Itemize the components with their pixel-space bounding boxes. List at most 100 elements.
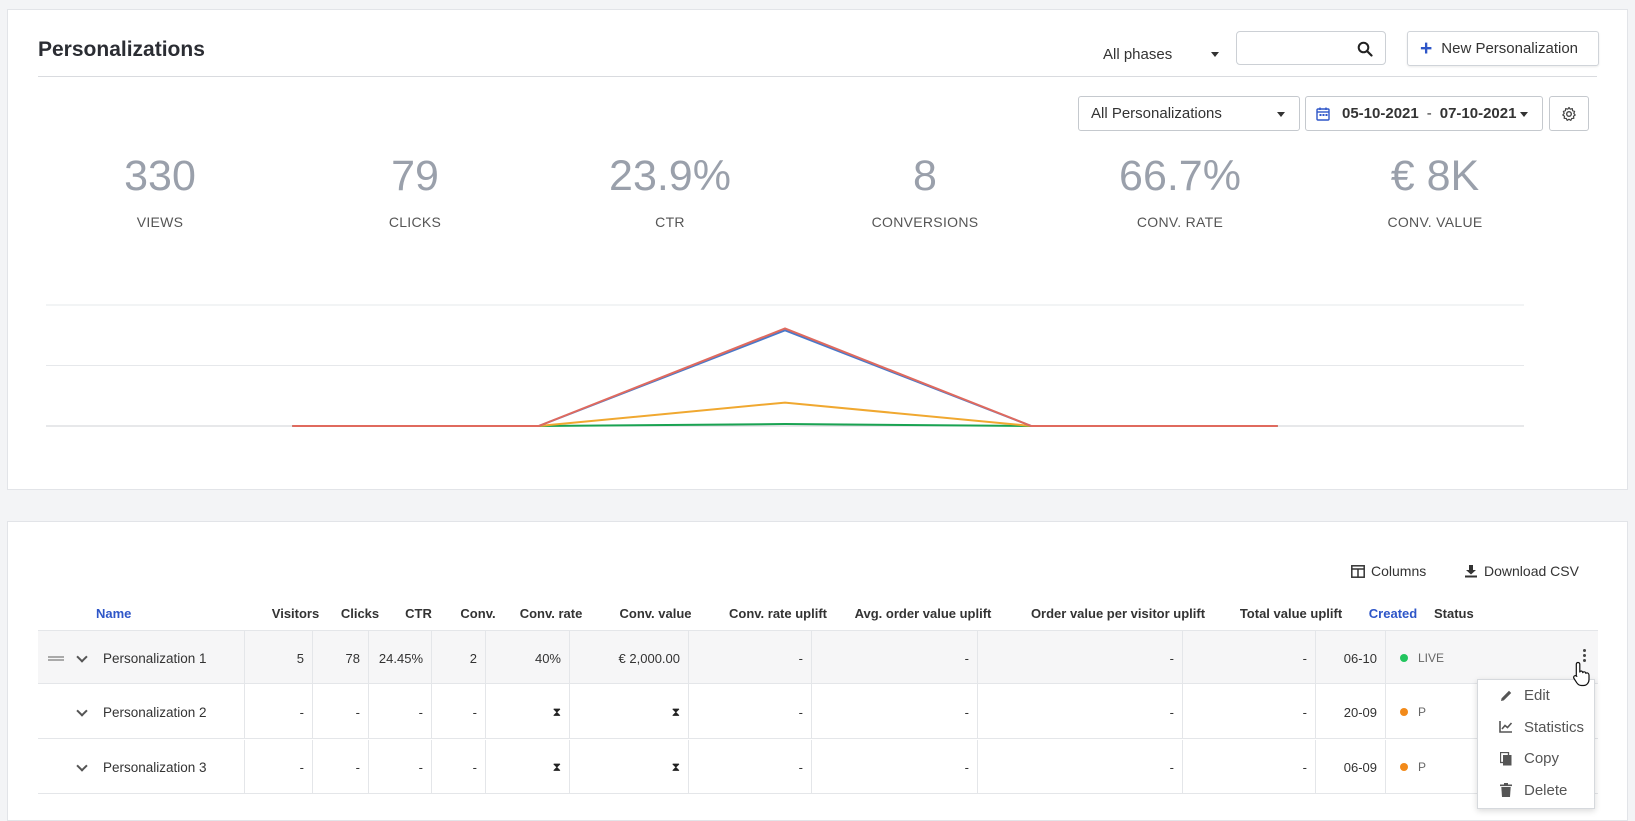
- personalization-name[interactable]: Personalization 1: [103, 650, 207, 666]
- table-row[interactable]: Personalization 3 - - - - ⧗ ⧗ - - - - 06…: [38, 740, 1598, 794]
- chart-series-line: [292, 401, 1278, 427]
- download-icon: [1465, 565, 1477, 578]
- status-badge: P: [1385, 685, 1598, 739]
- date-to: 07-10-2021: [1439, 105, 1517, 122]
- cell-conv: -: [431, 740, 485, 794]
- cell-ctr: -: [368, 685, 431, 739]
- kpi-label: CONV. RATE: [1136, 214, 1224, 230]
- column-header-visitors[interactable]: Visitors: [271, 606, 320, 621]
- column-header-created[interactable]: Created: [1368, 606, 1418, 621]
- cell-total-uplift: -: [1182, 631, 1315, 685]
- column-header-conv-rate-uplift[interactable]: Conv. rate uplift: [729, 606, 827, 621]
- cell-conv-rate-uplift: -: [688, 740, 811, 794]
- chart-series-line: [292, 327, 1278, 427]
- cell-conv: 2: [431, 631, 485, 685]
- column-header-conv-rate[interactable]: Conv. rate: [519, 606, 583, 621]
- search-input[interactable]: [1236, 31, 1386, 65]
- kpi-value: 79: [391, 152, 439, 200]
- columns-button[interactable]: Columns: [1351, 563, 1426, 579]
- personalizations-table-card: Columns Download CSV Name Visitors Click…: [7, 521, 1628, 821]
- phase-filter-select[interactable]: All phases: [1093, 38, 1223, 70]
- column-header-ctr[interactable]: CTR: [405, 606, 432, 621]
- date-separator: -: [1426, 105, 1432, 122]
- cell-conv-value: € 2,000.00: [569, 631, 688, 685]
- status-label: P: [1418, 760, 1427, 774]
- table-row[interactable]: Personalization 1 5 78 24.45% 2 40% € 2,…: [38, 630, 1598, 685]
- copy-icon: [1498, 751, 1514, 766]
- cell-ctr: -: [368, 740, 431, 794]
- cell-ovpv-uplift: -: [977, 740, 1182, 794]
- column-header-conv-value[interactable]: Conv. value: [619, 606, 692, 621]
- trash-icon: [1498, 783, 1514, 798]
- phase-filter-value: All phases: [1103, 45, 1173, 63]
- cell-clicks: -: [312, 685, 368, 739]
- page-title: Personalizations: [38, 38, 205, 61]
- calendar-icon: [1316, 107, 1330, 121]
- search-icon: [1357, 41, 1373, 57]
- kpi-value: € 8K: [1390, 152, 1480, 200]
- table-row[interactable]: Personalization 2 - - - - ⧗ ⧗ - - - - 20…: [38, 685, 1598, 739]
- menu-item-label: Delete: [1524, 781, 1568, 799]
- cell-conv: -: [431, 685, 485, 739]
- cell-ovpv-uplift: -: [977, 685, 1182, 739]
- hourglass-icon: ⧗: [485, 740, 569, 794]
- menu-item-delete[interactable]: Delete: [1478, 775, 1594, 807]
- cell-created: 06-10: [1315, 631, 1385, 685]
- column-header-ovpv-uplift[interactable]: Order value per visitor uplift: [1030, 606, 1206, 621]
- settings-button[interactable]: [1549, 96, 1589, 131]
- column-header-status[interactable]: Status: [1434, 606, 1474, 621]
- menu-item-label: Statistics: [1524, 718, 1585, 736]
- cell-total-uplift: -: [1182, 740, 1315, 794]
- columns-label: Columns: [1371, 563, 1427, 579]
- chevron-down-icon[interactable]: [76, 651, 88, 663]
- personalization-filter-select[interactable]: All Personalizations: [1078, 96, 1300, 131]
- kpi-label: CONV. VALUE: [1387, 214, 1483, 230]
- column-header-clicks[interactable]: Clicks: [340, 606, 380, 621]
- cell-clicks: -: [312, 740, 368, 794]
- kpi-value: 330: [124, 152, 196, 200]
- cell-aov-uplift: -: [811, 685, 977, 739]
- chart-series-line: [292, 329, 1278, 427]
- cell-ctr: 24.45%: [368, 631, 431, 685]
- download-csv-button[interactable]: Download CSV: [1464, 563, 1579, 579]
- personalization-name[interactable]: Personalization 3: [103, 759, 207, 775]
- hand-cursor-icon: [1573, 661, 1590, 687]
- chevron-down-icon: [1211, 52, 1219, 57]
- more-options-icon[interactable]: [1583, 649, 1587, 664]
- cell-aov-uplift: -: [811, 740, 977, 794]
- download-csv-label: Download CSV: [1484, 563, 1579, 579]
- menu-item-label: Edit: [1524, 687, 1550, 705]
- hourglass-icon: ⧗: [485, 685, 569, 739]
- cell-aov-uplift: -: [811, 631, 977, 685]
- divider: [38, 76, 1597, 77]
- menu-item-statistics[interactable]: Statistics: [1478, 712, 1594, 744]
- status-label: LIVE: [1418, 651, 1445, 665]
- cell-ovpv-uplift: -: [977, 631, 1182, 685]
- column-header-conv[interactable]: Conv.: [460, 606, 496, 621]
- cell-visitors: -: [244, 740, 312, 794]
- cell-visitors: 5: [244, 631, 312, 685]
- personalization-filter-value: All Personalizations: [1091, 105, 1222, 122]
- personalization-name[interactable]: Personalization 2: [103, 704, 207, 720]
- column-header-total-uplift[interactable]: Total value uplift: [1239, 606, 1343, 621]
- kpi-summary: 330 VIEWS 79 CLICKS 23.9% CTR 8 CONVERSI…: [30, 152, 1610, 262]
- date-range-picker[interactable]: 05-10-2021 - 07-10-2021: [1305, 96, 1543, 131]
- kpi-views: 330 VIEWS: [30, 152, 290, 230]
- kpi-ctr: 23.9% CTR: [540, 152, 800, 230]
- chevron-down-icon[interactable]: [76, 760, 88, 772]
- drag-handle-icon[interactable]: [48, 656, 64, 661]
- menu-item-copy[interactable]: Copy: [1478, 743, 1594, 775]
- column-header-aov-uplift[interactable]: Avg. order value uplift: [854, 606, 992, 621]
- pencil-icon: [1498, 689, 1514, 702]
- new-personalization-button[interactable]: + New Personalization: [1407, 31, 1599, 66]
- status-badge: P: [1385, 740, 1598, 794]
- column-header-name[interactable]: Name: [96, 606, 132, 621]
- kpi-value: 23.9%: [609, 152, 731, 200]
- new-personalization-label: New Personalization: [1441, 40, 1579, 57]
- status-dot-icon: [1400, 654, 1408, 662]
- gear-icon: [1562, 106, 1576, 121]
- row-context-menu: Edit Statistics Copy Delete: [1477, 679, 1595, 809]
- menu-item-edit[interactable]: Edit: [1478, 680, 1594, 712]
- cell-total-uplift: -: [1182, 685, 1315, 739]
- chevron-down-icon[interactable]: [76, 705, 88, 717]
